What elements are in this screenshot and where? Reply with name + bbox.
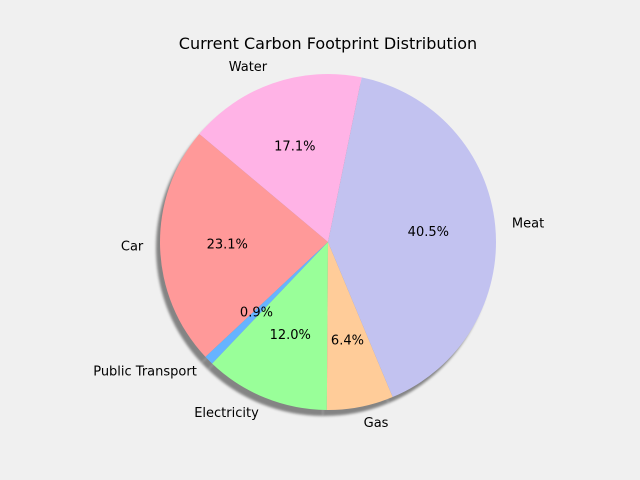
wedge-car	[159, 134, 328, 357]
label-meat: Meat	[512, 217, 544, 232]
pct-gas: 6.4%	[331, 333, 364, 348]
pct-water: 17.1%	[274, 139, 315, 154]
wedge-water	[199, 73, 362, 242]
wedge-public-transport	[205, 242, 328, 364]
wedge-gas	[326, 242, 393, 410]
label-electricity: Electricity	[194, 406, 259, 421]
label-gas: Gas	[364, 416, 389, 431]
label-water: Water	[229, 60, 268, 75]
chart-title: Current Carbon Footprint Distribution	[179, 34, 477, 53]
pie-wedges	[159, 73, 496, 410]
pct-meat: 40.5%	[408, 225, 449, 240]
wedge-meat	[328, 77, 496, 398]
wedge-electricity	[212, 242, 328, 410]
label-public-transport: Public Transport	[93, 365, 197, 380]
pct-public-transport: 0.9%	[240, 306, 273, 321]
label-car: Car	[121, 240, 144, 255]
pie-labels: Car 23.1% Public Transport 0.9% Electricity 1…	[93, 60, 544, 431]
pct-electricity: 12.0%	[270, 328, 311, 343]
pct-car: 23.1%	[207, 237, 248, 252]
